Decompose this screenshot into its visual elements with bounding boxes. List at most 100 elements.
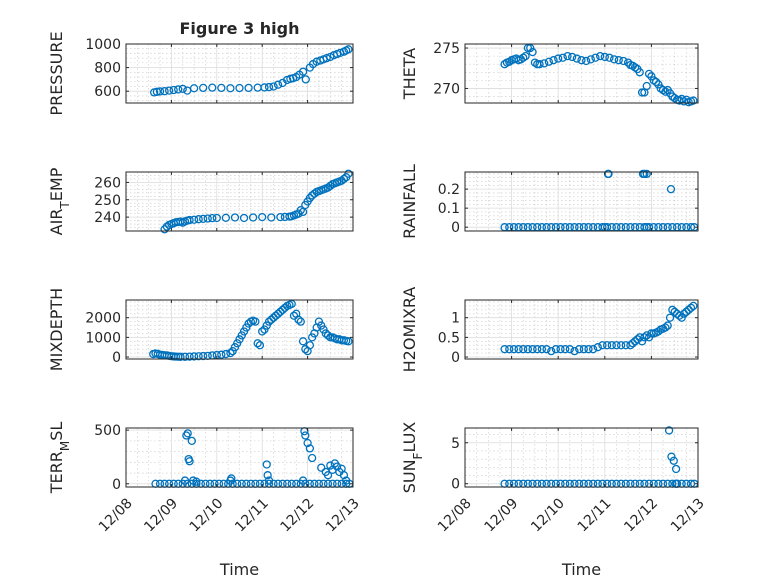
y-axis-label: AIRTEMP xyxy=(47,167,72,235)
data-point xyxy=(523,345,533,354)
y-tick-label: 250 xyxy=(94,193,121,209)
data-point xyxy=(519,53,528,62)
data-point xyxy=(579,345,588,354)
data-point xyxy=(263,471,272,480)
data-point xyxy=(675,311,684,320)
data-point xyxy=(251,317,260,326)
data-point xyxy=(194,352,203,361)
data-point xyxy=(686,303,696,313)
x-tick-label: 12/13 xyxy=(323,495,363,535)
series-theta xyxy=(500,43,698,107)
axes-box xyxy=(464,427,699,488)
data-point xyxy=(174,85,183,94)
data-point xyxy=(598,341,607,350)
data-point xyxy=(500,60,509,69)
data-point xyxy=(505,57,514,66)
data-point xyxy=(509,345,519,354)
data-point xyxy=(239,213,249,223)
data-point xyxy=(661,87,670,96)
data-point xyxy=(301,75,310,84)
y-axis-label: SUNFLUX xyxy=(400,422,425,494)
y-axis-label: H2OMIXRA xyxy=(400,287,419,373)
data-point xyxy=(551,345,561,354)
data-point xyxy=(199,214,208,224)
x-tick-label: 12/09 xyxy=(141,495,181,535)
y-tick-label: 0 xyxy=(451,477,460,493)
y-tick-label: 275 xyxy=(433,41,460,57)
data-point xyxy=(217,350,226,359)
data-point xyxy=(568,52,577,62)
data-point xyxy=(164,86,174,95)
panel-pressure: 600 800 1000 PRESSURE Figure 3 high xyxy=(47,19,354,116)
data-point xyxy=(582,56,591,66)
data-point xyxy=(189,84,199,93)
data-point xyxy=(339,174,349,184)
x-tick-label: 12/08 xyxy=(435,495,475,535)
y-tick-label: 1000 xyxy=(85,330,121,346)
data-point xyxy=(155,87,165,96)
data-point xyxy=(264,82,274,92)
data-point xyxy=(565,345,574,354)
data-point xyxy=(344,45,353,54)
y-axis-label: PRESSURE xyxy=(47,31,66,115)
data-point xyxy=(296,317,305,326)
data-point xyxy=(500,345,509,354)
data-point xyxy=(230,213,240,222)
data-point xyxy=(561,345,570,354)
axes-box xyxy=(125,43,354,104)
data-point xyxy=(586,55,595,64)
x-tick-label: 12/09 xyxy=(482,495,522,535)
series-mixdepth xyxy=(149,299,353,361)
data-point xyxy=(558,53,568,62)
data-point xyxy=(226,84,235,93)
x-tick-label: 12/11 xyxy=(575,495,615,535)
data-point xyxy=(317,463,326,472)
data-point xyxy=(577,56,586,65)
series-pressure xyxy=(149,45,353,97)
y-tick-label: 800 xyxy=(94,61,121,77)
data-point xyxy=(294,315,303,324)
data-point xyxy=(310,189,319,198)
data-point xyxy=(296,206,305,215)
y-tick-label: 0 xyxy=(451,220,460,236)
x-axis-label: Time xyxy=(561,560,601,579)
data-point xyxy=(221,213,231,222)
data-point xyxy=(556,345,565,354)
data-point xyxy=(630,63,640,72)
y-tick-label: 1 xyxy=(451,311,460,327)
data-point xyxy=(185,215,194,225)
panel-h2omixra: 0 0.5 1 H2OMIXRA xyxy=(400,287,699,373)
data-point xyxy=(661,323,670,332)
axes-box xyxy=(125,171,354,232)
data-point xyxy=(180,352,190,361)
data-point xyxy=(160,225,169,234)
data-point xyxy=(609,55,619,64)
data-point xyxy=(235,83,244,93)
data-point xyxy=(570,346,579,356)
data-point xyxy=(244,83,253,93)
data-point xyxy=(160,87,169,96)
data-point xyxy=(667,452,676,461)
data-point xyxy=(677,94,686,104)
y-tick-label: 500 xyxy=(94,423,121,439)
data-point xyxy=(523,43,533,53)
data-point xyxy=(505,345,514,354)
data-point xyxy=(575,345,584,354)
y-tick-label: 2000 xyxy=(85,311,121,327)
data-point xyxy=(192,477,201,486)
data-point xyxy=(162,222,172,231)
data-point xyxy=(217,83,226,93)
data-point xyxy=(528,345,537,354)
panel-rainfall: 0 0.1 0.2 RAINFALL xyxy=(400,164,699,239)
data-point xyxy=(212,213,221,223)
y-tick-label: 600 xyxy=(94,84,121,100)
data-point xyxy=(651,77,661,87)
data-point xyxy=(616,341,626,350)
data-point xyxy=(644,69,654,79)
data-point xyxy=(276,212,285,222)
data-point xyxy=(203,214,212,223)
data-point xyxy=(602,341,612,350)
data-point xyxy=(267,213,276,222)
data-point xyxy=(654,80,663,89)
